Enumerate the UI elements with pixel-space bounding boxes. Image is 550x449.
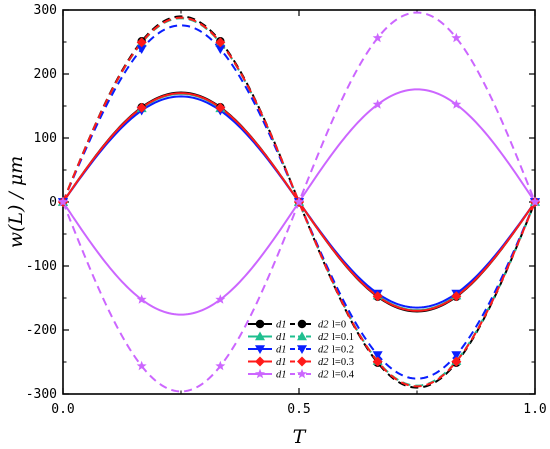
series-markers bbox=[58, 32, 540, 371]
data-point bbox=[215, 45, 226, 55]
x-tick-label: 1.0 bbox=[523, 402, 546, 417]
legend-label: l=0.3 bbox=[332, 357, 354, 368]
y-tick-label: 0 bbox=[49, 195, 57, 210]
legend-label: d1 bbox=[276, 370, 287, 381]
legend-marker bbox=[255, 356, 265, 367]
data-point bbox=[215, 102, 226, 113]
y-tick-label: -200 bbox=[26, 323, 57, 338]
legend-marker bbox=[297, 331, 307, 341]
y-tick-label: -100 bbox=[26, 259, 57, 274]
data-point bbox=[215, 360, 226, 371]
x-tick-label: 0.5 bbox=[287, 402, 310, 417]
legend-marker bbox=[255, 368, 265, 379]
y-tick-label: 300 bbox=[34, 3, 57, 18]
legend-label: d1 bbox=[276, 357, 287, 368]
data-point bbox=[372, 291, 383, 302]
data-point bbox=[372, 32, 383, 43]
data-point bbox=[451, 351, 462, 360]
data-point bbox=[372, 99, 383, 109]
legend-label: d1 bbox=[276, 332, 287, 343]
legend-label: l=0.4 bbox=[332, 370, 355, 381]
legend-label: d1 bbox=[276, 345, 287, 356]
legend-label: d1 bbox=[276, 320, 287, 331]
data-point bbox=[530, 196, 540, 207]
legend-label: d2 bbox=[318, 357, 329, 368]
data-point bbox=[451, 32, 462, 43]
legend-marker bbox=[297, 345, 307, 354]
legend-marker bbox=[297, 319, 307, 329]
data-point bbox=[372, 351, 383, 360]
data-point bbox=[372, 356, 383, 367]
data-point bbox=[136, 45, 147, 55]
legend-label: d2 bbox=[318, 320, 329, 331]
y-tick-label: 100 bbox=[34, 131, 57, 146]
x-tick-label: 0.0 bbox=[51, 402, 74, 417]
data-point bbox=[215, 37, 226, 48]
data-point bbox=[136, 102, 147, 113]
data-point bbox=[58, 196, 68, 207]
axis-ticks: -300 -200 -100 0 100 200 300 0.0 0.5 1.0 bbox=[26, 3, 547, 417]
legend-marker bbox=[255, 331, 265, 341]
y-tick-label: -300 bbox=[26, 387, 57, 402]
legend-label: l=0.1 bbox=[332, 332, 354, 343]
legend-label: d2 bbox=[318, 332, 329, 343]
data-point bbox=[136, 37, 147, 48]
legend-marker bbox=[297, 356, 307, 367]
legend-marker bbox=[297, 368, 307, 379]
y-axis-label: w(L) / μm bbox=[5, 156, 27, 249]
data-point bbox=[451, 356, 462, 367]
legend-label: d2 bbox=[318, 345, 329, 356]
legend-label: l=0 bbox=[332, 320, 346, 331]
legend-marker bbox=[255, 319, 265, 329]
legend-label: l=0.2 bbox=[332, 345, 354, 356]
data-point bbox=[294, 196, 304, 207]
data-point bbox=[215, 294, 226, 304]
legend: d1 d2 l=0d1 d2 l=0.1d1 d2 l=0.2d1 d2 l=0.3d1 d2 l=… bbox=[248, 320, 355, 381]
legend-marker bbox=[255, 345, 265, 354]
x-axis-label: T bbox=[293, 426, 307, 448]
data-point bbox=[451, 99, 462, 109]
data-point bbox=[451, 291, 462, 302]
y-tick-label: 200 bbox=[34, 67, 57, 82]
data-point bbox=[136, 294, 147, 304]
legend-label: d2 bbox=[318, 370, 329, 381]
data-point bbox=[136, 360, 147, 371]
